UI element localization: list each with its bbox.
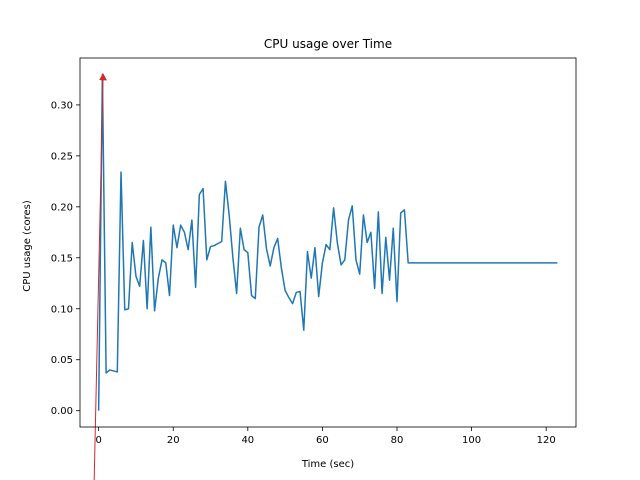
series-line-0 xyxy=(97,73,558,411)
y-tick-label: 0.10 xyxy=(51,304,73,315)
y-tick-label: 0.20 xyxy=(51,202,73,213)
y-axis-label: CPU usage (cores) xyxy=(22,200,33,292)
chart-title: CPU usage over Time xyxy=(264,37,392,51)
y-tick-label: 0.15 xyxy=(51,253,73,264)
y-tick-label: 0.00 xyxy=(51,406,73,417)
y-tick-label: 0.05 xyxy=(51,355,73,366)
x-tick-label: 40 xyxy=(241,435,254,446)
axes-frame xyxy=(79,57,577,428)
y-tick-label: 0.25 xyxy=(51,151,73,162)
x-tick-label: 60 xyxy=(316,435,329,446)
x-tick-label: 100 xyxy=(462,435,481,446)
annotation-arrow xyxy=(93,73,107,480)
x-tick-label: 80 xyxy=(391,435,404,446)
x-axis-label: Time (sec) xyxy=(301,459,354,470)
x-tick-label: 20 xyxy=(167,435,180,446)
x-tick-label: 0 xyxy=(95,435,101,446)
y-tick-label: 0.30 xyxy=(51,100,73,111)
plot-area: 0 20 40 60 80 100 120 0.00 0.05 0.10 0.15 0.20 0.25 0… xyxy=(51,57,577,480)
x-tick-label: 120 xyxy=(537,435,556,446)
